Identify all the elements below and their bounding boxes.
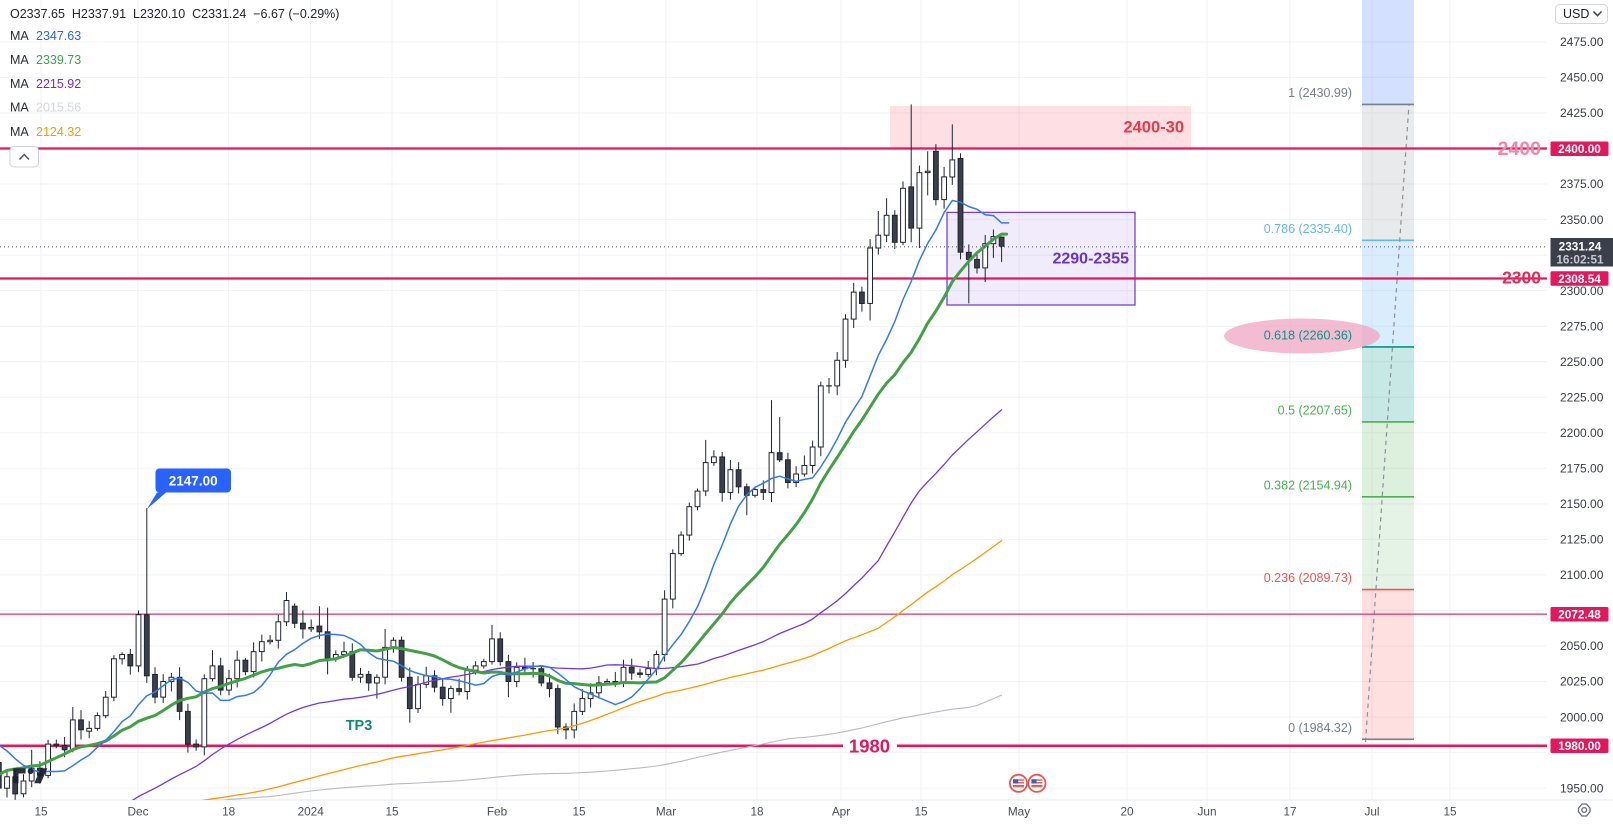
svg-text:1 (2430.99): 1 (2430.99) (1288, 86, 1352, 100)
svg-text:2339.73: 2339.73 (36, 53, 81, 67)
svg-text:0.5 (2207.65): 0.5 (2207.65) (1278, 403, 1352, 417)
svg-text:2300: 2300 (1502, 268, 1541, 288)
svg-text:TP3: TP3 (346, 718, 373, 734)
svg-text:18: 18 (222, 805, 236, 819)
svg-text:1980: 1980 (849, 736, 890, 757)
svg-text:2147.00: 2147.00 (169, 474, 218, 489)
svg-text:2290-2355: 2290-2355 (1052, 251, 1129, 268)
svg-text:2375.00: 2375.00 (1560, 177, 1604, 191)
svg-text:15: 15 (1443, 805, 1457, 819)
svg-text:2300.00: 2300.00 (1560, 284, 1604, 298)
svg-text:MA: MA (10, 29, 29, 43)
svg-text:15: 15 (572, 805, 586, 819)
svg-text:2331.24: 2331.24 (1559, 240, 1602, 254)
svg-text:2475.00: 2475.00 (1560, 35, 1604, 49)
svg-text:15: 15 (914, 805, 928, 819)
svg-text:2450.00: 2450.00 (1560, 71, 1604, 85)
svg-text:2250.00: 2250.00 (1560, 355, 1604, 369)
svg-text:2308.54: 2308.54 (1558, 272, 1601, 286)
svg-text:USD: USD (1563, 7, 1589, 21)
svg-text:0.618 (2260.36): 0.618 (2260.36) (1264, 329, 1352, 343)
svg-text:1980.00: 1980.00 (1558, 739, 1601, 753)
svg-text:Apr: Apr (832, 805, 850, 819)
svg-text:2050.00: 2050.00 (1560, 639, 1604, 653)
svg-text:15: 15 (385, 805, 399, 819)
svg-text:MA: MA (10, 77, 29, 91)
svg-text:Jul: Jul (1364, 805, 1379, 819)
svg-text:2124.32: 2124.32 (36, 125, 81, 139)
svg-text:2400.00: 2400.00 (1558, 142, 1601, 156)
svg-text:2400: 2400 (1498, 138, 1542, 160)
svg-text:Jun: Jun (1197, 805, 1216, 819)
svg-text:MA: MA (10, 53, 29, 67)
svg-text:20: 20 (1120, 805, 1134, 819)
svg-text:2175.00: 2175.00 (1560, 462, 1604, 476)
svg-text:2125.00: 2125.00 (1560, 533, 1604, 547)
svg-text:17: 17 (1283, 805, 1296, 819)
svg-text:2150.00: 2150.00 (1560, 497, 1604, 511)
svg-text:2350.00: 2350.00 (1560, 213, 1604, 227)
svg-text:0.236 (2089.73): 0.236 (2089.73) (1264, 571, 1352, 585)
svg-text:2072.48: 2072.48 (1558, 608, 1601, 622)
svg-text:2347.63: 2347.63 (36, 29, 81, 43)
svg-text:0.786 (2335.40): 0.786 (2335.40) (1264, 222, 1352, 236)
svg-text:2425.00: 2425.00 (1560, 106, 1604, 120)
svg-text:2024: 2024 (298, 805, 325, 819)
svg-text:MA: MA (10, 101, 29, 115)
svg-text:1950.00: 1950.00 (1560, 781, 1604, 795)
svg-text:18: 18 (750, 805, 764, 819)
svg-text:15: 15 (34, 805, 48, 819)
svg-text:May: May (1008, 805, 1030, 819)
svg-text:2225.00: 2225.00 (1560, 390, 1604, 404)
svg-text:2100.00: 2100.00 (1560, 568, 1604, 582)
svg-text:2000.00: 2000.00 (1560, 710, 1604, 724)
svg-text:Dec: Dec (128, 805, 149, 819)
svg-text:16:02:51: 16:02:51 (1556, 253, 1604, 267)
svg-text:2215.92: 2215.92 (36, 77, 81, 91)
svg-text:0 (1984.32): 0 (1984.32) (1288, 721, 1352, 735)
svg-text:Mar: Mar (656, 805, 676, 819)
svg-text:2015.56: 2015.56 (36, 101, 81, 115)
svg-text:2200.00: 2200.00 (1560, 426, 1604, 440)
svg-text:2275.00: 2275.00 (1560, 319, 1604, 333)
svg-text:2400-30: 2400-30 (1123, 119, 1184, 137)
svg-text:O2337.65 H2337.91 L2320.10: O2337.65 H2337.91 L2320.10 C2331.24 −6.6… (10, 7, 339, 21)
svg-text:Feb: Feb (487, 805, 508, 819)
svg-text:2025.00: 2025.00 (1560, 675, 1604, 689)
svg-text:0.382 (2154.94): 0.382 (2154.94) (1264, 478, 1352, 492)
svg-text:MA: MA (10, 125, 29, 139)
